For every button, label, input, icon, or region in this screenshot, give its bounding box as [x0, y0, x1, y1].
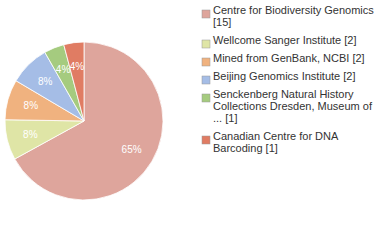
legend-swatch [202, 94, 210, 102]
data-label: 8% [38, 76, 53, 87]
legend-label: Wellcome Sanger Institute [2] [213, 34, 356, 46]
legend-swatch [202, 76, 210, 84]
legend-label: Canadian Centre for DNABarcoding [1] [213, 130, 339, 154]
legend-swatch [202, 58, 210, 66]
data-label: 8% [23, 129, 38, 140]
data-label: 8% [24, 100, 39, 111]
data-label: 4% [70, 61, 85, 72]
legend-swatch [202, 136, 210, 144]
legend-swatch [202, 40, 210, 48]
pie: 65%8%8%8%4%4% [5, 42, 163, 200]
legend-label: Senckenberg Natural HistoryCollections D… [213, 88, 373, 124]
legend-swatch [202, 10, 210, 18]
data-label: 65% [122, 144, 142, 155]
chart: 65%8%8%8%4%4%Centre for Biodiversity Gen… [0, 0, 380, 240]
data-label: 4% [56, 64, 71, 75]
legend: Centre for Biodiversity Genomics[15] Well… [202, 4, 374, 154]
legend-label: Beijing Genomics Institute [2] [213, 70, 355, 82]
pie-slice [64, 42, 84, 121]
legend-label: Mined from GenBank, NCBI [2] [213, 52, 365, 64]
pie-slice [5, 120, 84, 159]
legend-label: Centre for Biodiversity Genomics[15] [213, 4, 374, 28]
